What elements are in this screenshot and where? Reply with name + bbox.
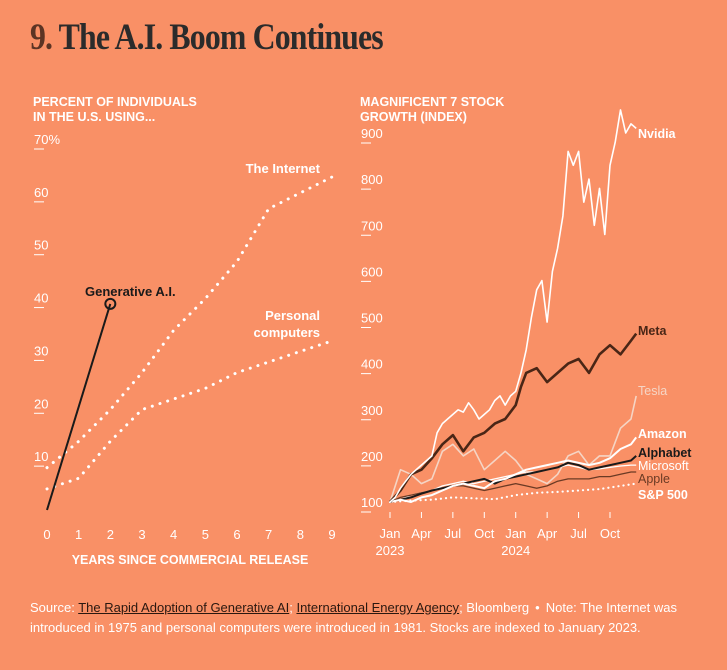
label-meta: Meta: [638, 324, 668, 338]
right-x-tick-label: Apr: [411, 526, 432, 541]
right-x-tick-label: Jul: [445, 526, 462, 541]
right-y-tick-label: 600: [361, 264, 383, 279]
right-chart-title-line-2: GROWTH (INDEX): [360, 110, 467, 124]
label-personal-computers-line-1: Personal: [265, 308, 320, 323]
series-the-internet: [45, 175, 334, 470]
series-alphabet: [389, 455, 637, 503]
right-y-tick-label: 100: [361, 495, 383, 510]
label-tesla: Tesla: [638, 384, 667, 398]
right-y-tick-label: 200: [361, 449, 383, 464]
right-x-tick-label: Oct: [600, 526, 621, 541]
left-x-tick-label: 8: [297, 527, 304, 542]
right-x-tick-label: Oct: [474, 526, 495, 541]
label-personal-computers-line-2: computers: [254, 325, 320, 340]
right-y-tick-label: 400: [361, 357, 383, 372]
label-nvidia: Nvidia: [638, 127, 677, 141]
source-prefix: Source:: [30, 600, 79, 615]
source-link-generative-ai[interactable]: The Rapid Adoption of Generative AI: [78, 600, 290, 615]
source-dot: •: [535, 600, 540, 615]
title-text: The A.I. Boom Continues: [58, 17, 384, 58]
right-x-tick-year: 2023: [376, 543, 405, 558]
label-apple: Apple: [638, 472, 670, 486]
left-y-tick-label: 70%: [34, 132, 60, 147]
right-y-tick-label: 800: [361, 172, 383, 187]
left-x-tick-label: 0: [43, 527, 50, 542]
label-the-internet: The Internet: [246, 161, 321, 176]
left-x-tick-label: 9: [328, 527, 335, 542]
right-x-tick-label: Jan: [505, 526, 526, 541]
left-chart-title-line-2: IN THE U.S. USING...: [33, 110, 155, 124]
label-generative-ai: Generative A.I.: [85, 284, 176, 299]
source-note-text: Note: The Internet was introduced in 197…: [30, 600, 677, 635]
left-x-axis-label: YEARS SINCE COMMERCIAL RELEASE: [72, 553, 309, 567]
series-tesla: [389, 395, 637, 503]
left-y-tick-label: 20: [34, 396, 48, 411]
left-x-tick-label: 7: [265, 527, 272, 542]
right-y-tick-label: 300: [361, 403, 383, 418]
source-note: Source: The Rapid Adoption of Generative…: [30, 598, 702, 638]
right-y-tick-label: 900: [361, 126, 383, 141]
label-s-p-500: S&P 500: [638, 488, 688, 502]
series-nvidia: [389, 109, 637, 503]
series-personal-computers: [45, 339, 334, 491]
source-link-iea[interactable]: International Energy Agency: [296, 600, 460, 615]
left-x-tick-label: 4: [170, 527, 177, 542]
page-title: 9. The A.I. Boom Continues: [30, 16, 384, 59]
left-y-tick-label: 30: [34, 343, 48, 358]
series-s-p-500: [388, 482, 638, 504]
right-x-tick-year: 2024: [501, 543, 530, 558]
series-generative-ai: [46, 303, 112, 511]
label-microsoft: Microsoft: [638, 459, 689, 473]
label-amazon: Amazon: [638, 427, 687, 441]
left-x-tick-label: 3: [138, 527, 145, 542]
left-x-tick-label: 5: [202, 527, 209, 542]
left-y-tick-label: 60: [34, 185, 48, 200]
source-separator: ;: [289, 600, 297, 615]
left-y-tick-label: 40: [34, 291, 48, 306]
left-x-tick-label: 1: [75, 527, 82, 542]
generative-ai-endpoint-marker: [104, 297, 117, 310]
left-y-tick-label: 10: [34, 449, 48, 464]
left-x-tick-label: 6: [233, 527, 240, 542]
right-x-tick-label: Jan: [380, 526, 401, 541]
right-y-tick-label: 500: [361, 311, 383, 326]
series-amazon: [389, 436, 637, 503]
source-bloomberg: ; Bloomberg: [459, 600, 530, 615]
right-x-tick-label: Jul: [570, 526, 587, 541]
left-y-tick-label: 50: [34, 238, 48, 253]
left-chart-title-line-1: PERCENT OF INDIVIDUALS: [33, 95, 197, 109]
series-meta: [389, 332, 638, 503]
right-x-tick-label: Apr: [537, 526, 558, 541]
left-x-tick-label: 2: [107, 527, 114, 542]
right-chart-title-line-1: MAGNIFICENT 7 STOCK: [360, 95, 504, 109]
label-alphabet: Alphabet: [638, 446, 692, 460]
title-number: 9.: [30, 17, 53, 58]
right-y-tick-label: 700: [361, 218, 383, 233]
